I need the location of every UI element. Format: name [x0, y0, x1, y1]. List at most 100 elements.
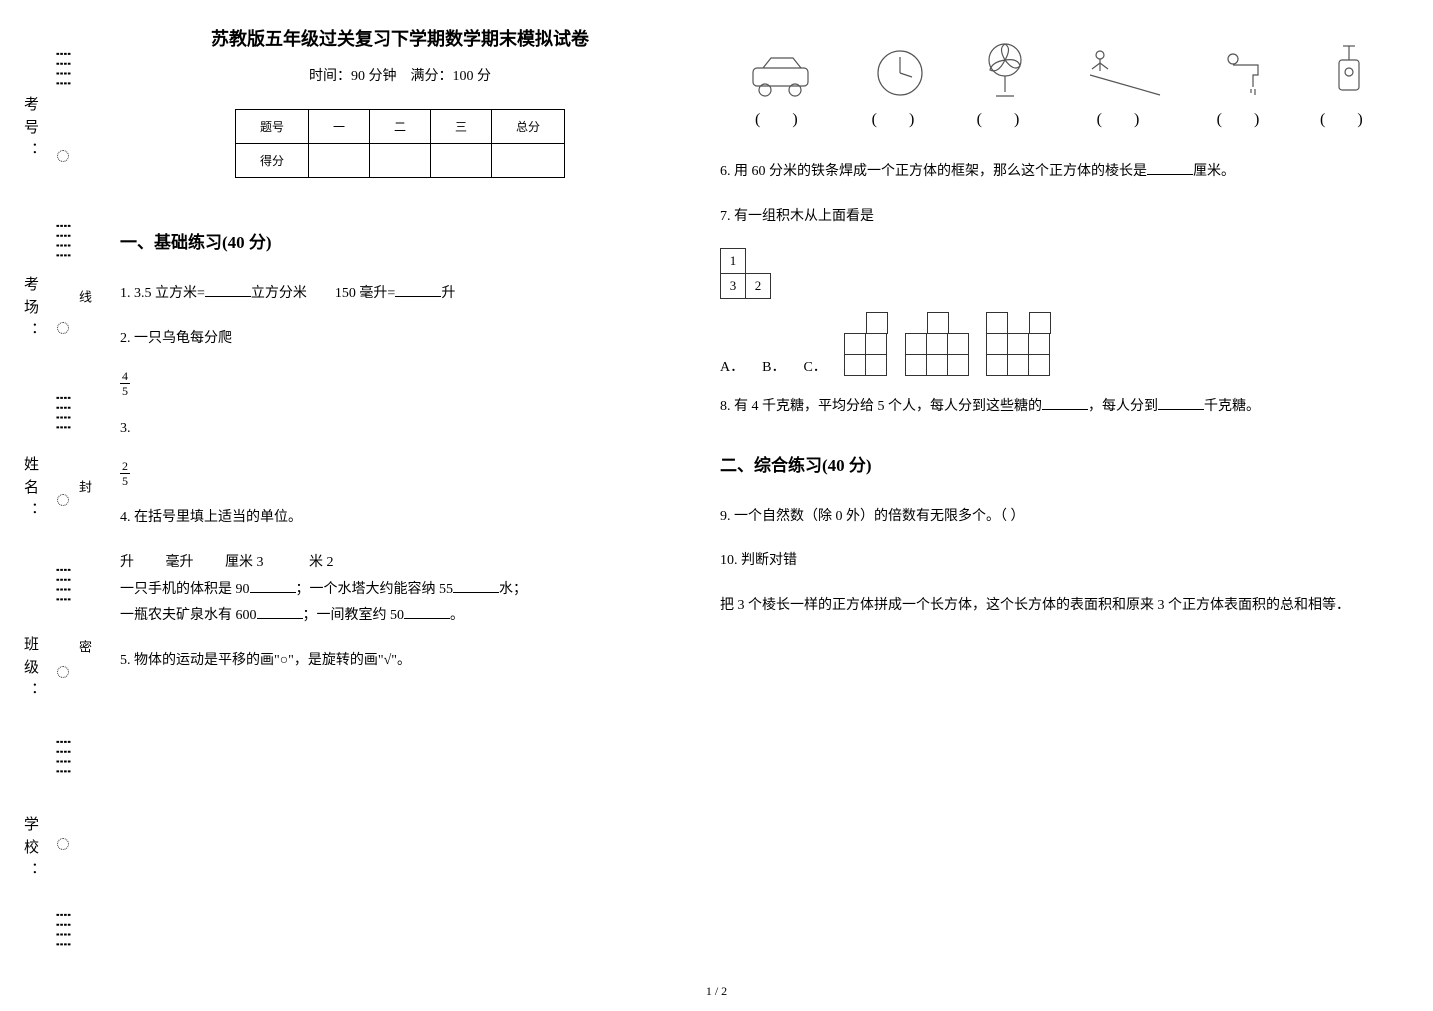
score-cell[interactable] [492, 144, 565, 178]
q-text: 一瓶农夫矿泉水有 600 [120, 608, 257, 623]
th-total: 总分 [492, 110, 565, 144]
q-num: 8. [720, 399, 731, 414]
section2-heading: 二、综合练习(40 分) [720, 451, 1400, 476]
block-options: A． B． C． [720, 313, 1400, 376]
blank[interactable] [257, 605, 303, 619]
blank[interactable] [453, 579, 499, 593]
th-2: 二 [369, 110, 430, 144]
score-cell[interactable] [431, 144, 492, 178]
blank[interactable] [1147, 161, 1193, 175]
unit: 米 2 [309, 555, 334, 570]
shape-a [845, 313, 888, 376]
frac-num: 2 [120, 460, 130, 474]
q-text: 水； [499, 582, 527, 597]
table-row: 得分 [235, 144, 564, 178]
question-9: 9. 一个自然数（除 0 外）的倍数有无限多个。（ ） [720, 504, 1400, 531]
blank[interactable] [205, 283, 251, 297]
q-text: 千克糖。 [1204, 399, 1260, 414]
q-num: 3. [120, 421, 131, 436]
q-text: 一只乌龟每分爬 [134, 331, 232, 346]
q-text: 在括号里填上适当的单位。 [134, 510, 302, 525]
icon-item: ( ) [870, 45, 930, 129]
answer-paren[interactable]: ( ) [1080, 111, 1170, 129]
q-text: 升 [441, 286, 455, 301]
grid-cell: 1 [720, 248, 746, 274]
option-b[interactable]: B． [762, 356, 785, 376]
score-cell[interactable] [308, 144, 369, 178]
q-text: 把 3 个棱长一样的正方体拼成一个长方体，这个长方体的表面积和原来 3 个正方体… [720, 598, 1350, 613]
icon-item: ( ) [977, 40, 1034, 129]
q-num: 6. [720, 164, 731, 179]
unit: 毫升 [166, 555, 194, 570]
q-text: ，每人分到 [1088, 399, 1158, 414]
exam-title: 苏教版五年级过关复习下学期数学期末模拟试卷 [120, 25, 680, 51]
shape-c [987, 313, 1051, 376]
faucet-icon [1218, 45, 1273, 100]
top-view-grid: 1 32 [720, 248, 1400, 299]
th-1: 一 [308, 110, 369, 144]
q-num: 7. [720, 209, 731, 224]
q-text: 一只手机的体积是 90 [120, 582, 250, 597]
frac-den: 5 [120, 384, 130, 397]
binding-line: ┋┋┋┋ ┋┋┋┋ ┋┋┋┋ ┋┋┋┋ ┋┋┋┋ ┋┋┋┋ [55, 20, 71, 980]
option-a[interactable]: A． [720, 356, 744, 376]
question-4-line1: 升 毫升 厘米 3 米 2 一只手机的体积是 90；一个水塔大约能容纳 55水；… [120, 550, 680, 630]
q-text: 一个自然数（除 0 外）的倍数有无限多个。（ ） [734, 509, 1025, 524]
section1-heading: 一、基础练习(40 分) [120, 228, 680, 253]
label-name: 姓名： [20, 456, 41, 525]
q-text: 有一组积木从上面看是 [734, 209, 874, 224]
full-value: 100 分 [453, 69, 492, 84]
time-value: 90 分钟 [351, 69, 397, 84]
answer-paren[interactable]: ( ) [870, 111, 930, 129]
fraction-25: 25 [120, 460, 680, 487]
q-num: 2. [120, 331, 131, 346]
q-text: 判断对错 [741, 553, 797, 568]
score-table: 题号 一 二 三 总分 得分 [235, 109, 565, 178]
th-3: 三 [431, 110, 492, 144]
q-text: ；一个水塔大约能容纳 55 [296, 582, 454, 597]
unit: 厘米 3 [225, 555, 264, 570]
icon-item: ( ) [743, 50, 823, 129]
q-num: 5. [120, 653, 131, 668]
option-c[interactable]: C． [803, 356, 826, 376]
question-1: 1. 3.5 立方米=立方分米 150 毫升=升 [120, 281, 680, 308]
q-text: 150 毫升= [335, 286, 395, 301]
answer-paren[interactable]: ( ) [743, 111, 823, 129]
pump-icon [1321, 40, 1376, 100]
seal-feng: 封 [75, 480, 94, 521]
seal-xian: 线 [75, 290, 94, 331]
q-text: 厘米。 [1193, 164, 1235, 179]
page-number: 1 / 2 [706, 984, 727, 999]
q-text: 立方分米 [251, 286, 307, 301]
opt-label: B． [762, 356, 785, 376]
q-num: 4. [120, 510, 131, 525]
q-text: 3.5 立方米= [134, 286, 205, 301]
full-label: 满分： [411, 69, 453, 84]
q-text: 用 60 分米的铁条焊成一个正方体的框架，那么这个正方体的棱长是 [734, 164, 1147, 179]
clock-icon [870, 45, 930, 100]
answer-paren[interactable]: ( ) [1217, 111, 1274, 129]
answer-paren[interactable]: ( ) [977, 111, 1034, 129]
frac-den: 5 [120, 474, 130, 487]
shape-b [906, 313, 969, 376]
opt-label: A． [720, 356, 744, 376]
motion-icons: ( ) ( ) ( ) ( ) ( ) ( ) [720, 40, 1400, 129]
time-label: 时间： [309, 69, 351, 84]
question-3: 3. [120, 416, 680, 443]
grid-cell: 3 [720, 273, 746, 299]
opt-label: C． [803, 356, 826, 376]
q-num: 9. [720, 509, 731, 524]
blank[interactable] [1158, 396, 1204, 410]
blank[interactable] [1042, 396, 1088, 410]
seal-mi: 密 [75, 640, 94, 681]
answer-paren[interactable]: ( ) [1320, 111, 1377, 129]
label-examno: 考号： [20, 96, 41, 165]
blank[interactable] [250, 579, 296, 593]
blank[interactable] [395, 283, 441, 297]
question-2: 2. 一只乌龟每分爬 [120, 326, 680, 353]
left-column: 苏教版五年级过关复习下学期数学期末模拟试卷 时间：90 分钟 满分：100 分 … [120, 25, 680, 692]
question-8: 8. 有 4 千克糖，平均分给 5 个人，每人分到这些糖的，每人分到千克糖。 [720, 394, 1400, 421]
score-cell[interactable] [369, 144, 430, 178]
q-text: 。 [450, 608, 464, 623]
blank[interactable] [404, 605, 450, 619]
